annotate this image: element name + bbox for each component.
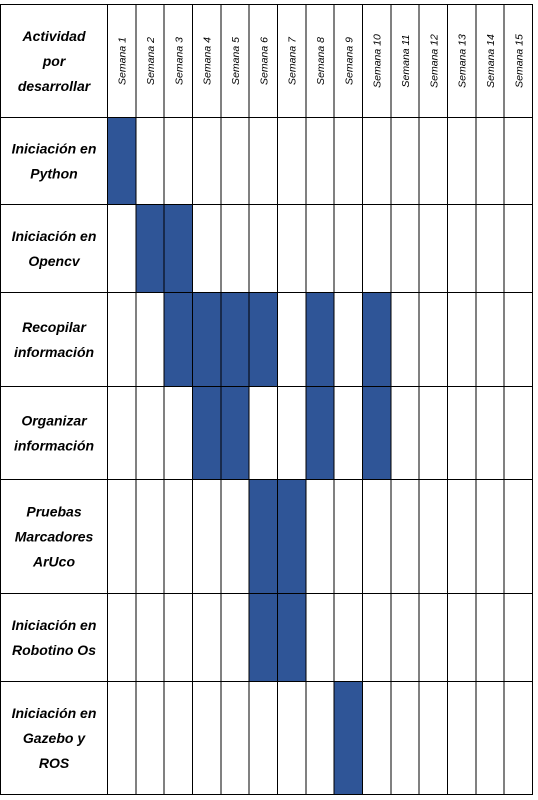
activity-label-line: Iniciación en bbox=[12, 228, 97, 244]
schedule-cell-filled bbox=[164, 292, 193, 387]
activity-label: Recopilar información bbox=[14, 319, 94, 360]
schedule-cell-filled bbox=[305, 292, 335, 387]
schedule-cell-filled bbox=[249, 292, 278, 387]
week-label: Semana 6 bbox=[258, 37, 270, 85]
week-label: Semana 10 bbox=[372, 34, 384, 88]
activity-label: Iniciación en Gazebo y ROS bbox=[12, 705, 97, 771]
schedule-cell-filled bbox=[220, 386, 250, 480]
activity-label-line: ROS bbox=[39, 755, 70, 771]
week-label: Semana 3 bbox=[173, 37, 185, 85]
activity-label-line: Gazebo y bbox=[23, 730, 86, 746]
week-label: Semana 14 bbox=[485, 34, 497, 88]
schedule-cell-filled bbox=[135, 204, 165, 293]
activity-label: Iniciación en Opencv bbox=[12, 228, 97, 269]
schedule-cell-filled bbox=[334, 681, 363, 795]
activity-label-line: Marcadores bbox=[15, 529, 94, 545]
schedule-cell-filled bbox=[277, 593, 306, 682]
schedule-fills bbox=[107, 117, 391, 795]
activity-header-line: desarrollar bbox=[18, 78, 92, 94]
activity-label-line: Opencv bbox=[28, 253, 81, 269]
activity-header-line: Actividad bbox=[21, 28, 85, 44]
activity-header-line: por bbox=[42, 53, 67, 69]
activity-label: Iniciación en Robotino Os bbox=[12, 617, 97, 658]
week-label: Semana 15 bbox=[513, 34, 525, 88]
week-label: Semana 8 bbox=[315, 37, 327, 85]
week-label: Semana 1 bbox=[117, 37, 129, 85]
activity-label-line: Recopilar bbox=[22, 319, 87, 335]
schedule-cell-filled bbox=[362, 292, 391, 387]
week-label: Semana 12 bbox=[428, 34, 440, 88]
schedule-cell-filled bbox=[164, 204, 193, 293]
activity-label-line: Iniciación en bbox=[12, 617, 97, 633]
schedule-cell-filled bbox=[192, 386, 221, 480]
activity-label-line: Pruebas bbox=[26, 504, 81, 520]
week-label: Semana 13 bbox=[457, 34, 469, 88]
schedule-cell-filled bbox=[107, 117, 136, 205]
week-label: Semana 5 bbox=[230, 37, 242, 85]
week-label: Semana 2 bbox=[145, 37, 157, 85]
activity-label-line: información bbox=[14, 438, 94, 454]
schedule-labels: Actividad por desarrollar Semana 1 Semana 2 S… bbox=[12, 28, 526, 771]
schedule-cell-filled bbox=[249, 479, 278, 594]
week-label: Semana 7 bbox=[287, 36, 299, 85]
activity-label: Pruebas Marcadores ArUco bbox=[15, 504, 94, 570]
activity-label: Organizar información bbox=[14, 413, 94, 454]
activity-label-line: Iniciación en bbox=[12, 705, 97, 721]
activity-label-line: información bbox=[14, 344, 94, 360]
schedule-grid bbox=[0, 4, 533, 795]
week-label: Semana 4 bbox=[202, 37, 214, 85]
activity-label-line: Iniciación en bbox=[12, 141, 97, 157]
activity-label-line: Organizar bbox=[21, 413, 88, 429]
week-label: Semana 9 bbox=[343, 37, 355, 85]
schedule-cell-filled bbox=[192, 292, 221, 387]
week-label: Semana 11 bbox=[400, 35, 412, 88]
schedule-cell-filled bbox=[277, 479, 306, 594]
schedule-cell-filled bbox=[249, 593, 278, 682]
activity-label-line: ArUco bbox=[32, 554, 75, 570]
activity-label-line: Python bbox=[30, 166, 77, 182]
schedule-cell-filled bbox=[362, 386, 391, 480]
schedule-cell-filled bbox=[220, 292, 250, 387]
schedule-cell-filled bbox=[305, 386, 335, 480]
table-border bbox=[0, 4, 533, 795]
activity-label: Iniciación en Python bbox=[12, 141, 97, 182]
activity-label-line: Robotino Os bbox=[12, 642, 96, 658]
activity-header: Actividad por desarrollar bbox=[18, 28, 92, 94]
